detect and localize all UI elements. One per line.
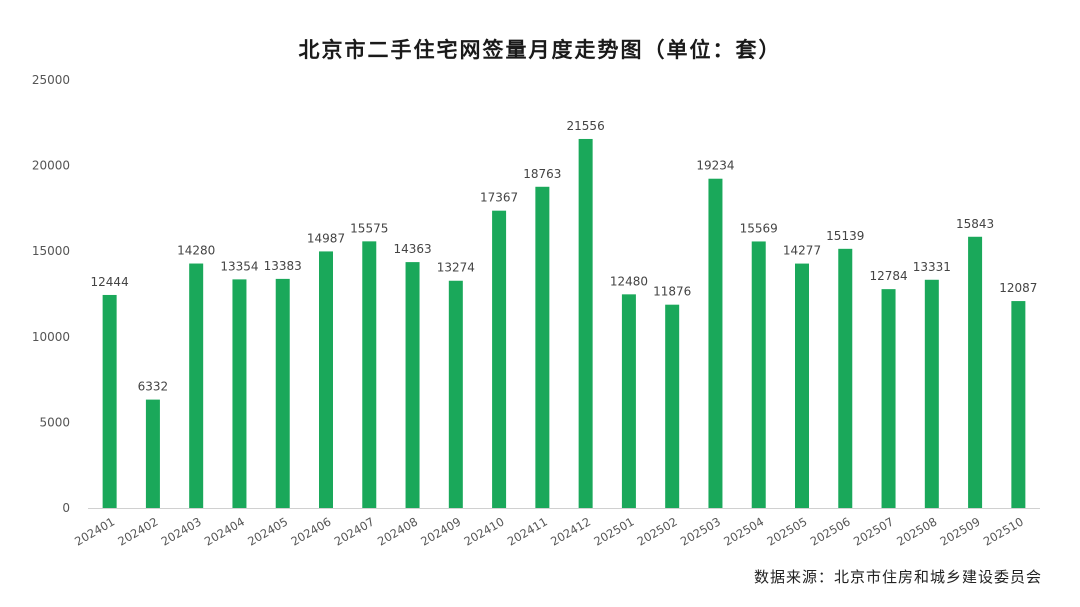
x-tick-label: 202503: [678, 514, 723, 548]
x-tick-label: 202404: [202, 514, 247, 548]
x-tick-label: 202405: [245, 514, 290, 548]
bar: [708, 178, 723, 508]
bar: [362, 241, 377, 508]
bar: [102, 294, 117, 508]
bar-value-label: 13331: [913, 260, 951, 274]
x-tick-label: 202508: [894, 514, 939, 548]
bar-value-label: 15575: [350, 221, 388, 235]
x-tick-label: 202509: [938, 514, 983, 548]
x-tick-label: 202410: [462, 514, 507, 548]
bar: [751, 241, 766, 508]
x-tick-label: 202510: [981, 514, 1026, 548]
x-tick-label: 202401: [72, 514, 117, 548]
bar-series: [102, 138, 1026, 509]
bar: [578, 138, 593, 508]
bar-value-label: 17367: [480, 191, 518, 205]
bar-value-label: 13274: [437, 261, 475, 275]
data-source-note: 数据来源：北京市住房和城乡建设委员会: [753, 568, 1042, 586]
data-labels: 12444 6332 14280 13354 13383 14987 15575 14363 1…: [91, 119, 1038, 394]
x-tick-label: 202507: [851, 514, 896, 548]
bar-value-label: 15139: [826, 229, 864, 243]
bar: [795, 263, 809, 508]
bar: [189, 263, 204, 508]
bar-value-label: 14280: [177, 244, 215, 258]
y-tick-label: 20000: [32, 159, 70, 173]
x-tick-label: 202502: [635, 514, 680, 548]
y-tick-label: 15000: [32, 244, 70, 258]
x-tick-label: 202505: [764, 514, 809, 548]
bar-chart: 0 5000 10000 15000 20000 25000 12444 6332 14280…: [32, 73, 1040, 549]
bar-value-label: 13354: [220, 259, 258, 273]
x-tick-label: 202409: [418, 514, 463, 548]
x-tick-label: 202501: [591, 514, 636, 548]
bar-value-label: 15569: [740, 221, 778, 235]
y-axis: 0 5000 10000 15000 20000 25000: [32, 73, 70, 515]
bar: [838, 248, 853, 508]
bar: [881, 289, 896, 508]
bar-value-label: 11876: [653, 285, 691, 299]
y-tick-label: 10000: [32, 330, 70, 344]
bar: [275, 278, 290, 508]
bar-value-label: 18763: [523, 167, 561, 181]
bar-value-label: 13383: [264, 259, 302, 273]
chart-title: 北京市二手住宅网签量月度走势图（单位：套）: [298, 37, 782, 62]
x-tick-label: 202506: [808, 514, 853, 548]
x-tick-label: 202407: [332, 514, 377, 548]
bar-value-label: 12784: [869, 269, 907, 283]
x-tick-label: 202504: [721, 514, 766, 548]
bar-value-label: 14277: [783, 244, 821, 258]
bar: [448, 280, 463, 508]
bar-value-label: 19234: [696, 159, 734, 173]
x-tick-label: 202412: [548, 514, 593, 548]
bar-value-label: 12444: [91, 275, 129, 289]
x-tick-label: 202402: [115, 514, 160, 548]
x-tick-label: 202408: [375, 514, 420, 548]
bar: [1011, 301, 1026, 508]
bar: [319, 251, 333, 509]
bar: [232, 279, 247, 508]
bar: [924, 279, 939, 508]
y-tick-label: 0: [62, 501, 70, 515]
bar-value-label: 21556: [567, 119, 605, 133]
bar: [145, 399, 160, 508]
bar: [405, 262, 420, 508]
bar: [968, 236, 983, 509]
bar-value-label: 15843: [956, 217, 994, 231]
bar: [621, 294, 636, 508]
bar: [492, 210, 507, 509]
bar-value-label: 6332: [138, 380, 169, 394]
y-tick-label: 5000: [39, 415, 70, 429]
bar-value-label: 12480: [610, 274, 648, 288]
bar: [535, 186, 550, 508]
bar-value-label: 12087: [999, 281, 1037, 295]
x-tick-label: 202411: [505, 514, 550, 548]
bar-value-label: 14363: [393, 242, 431, 256]
x-tick-label: 202406: [288, 514, 333, 548]
x-tick-label: 202403: [159, 514, 204, 548]
x-axis: 2024012024022024032024042024052024062024…: [72, 514, 1026, 548]
bar-value-label: 14987: [307, 231, 345, 245]
bar: [665, 304, 680, 508]
y-tick-label: 25000: [32, 73, 70, 87]
